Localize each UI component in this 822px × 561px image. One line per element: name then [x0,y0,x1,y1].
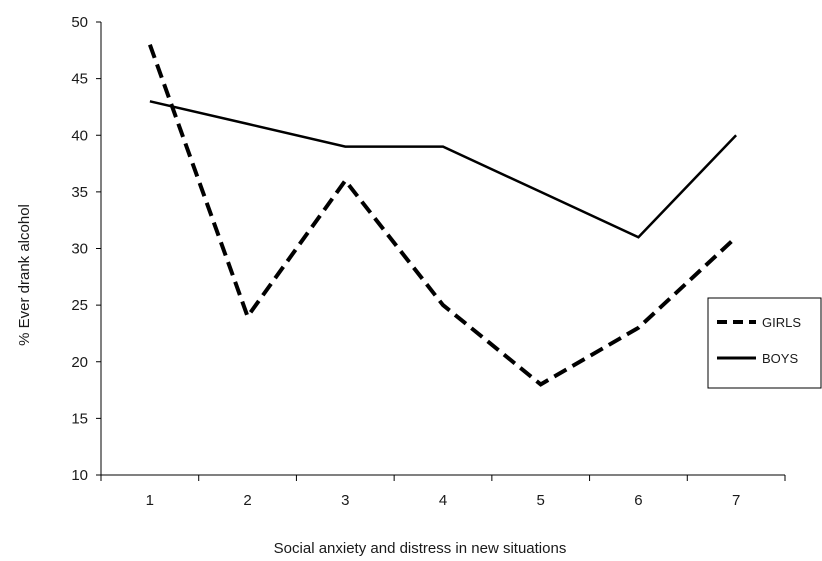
y-tick-label: 20 [71,354,88,371]
y-tick-label: 50 [71,14,88,31]
x-tick-label: 2 [243,492,251,509]
x-tick-label: 1 [146,492,154,509]
legend: GIRLS BOYS [707,297,822,389]
y-axis: 10 15 20 25 30 35 40 45 50 [71,14,102,484]
series-lines [148,44,738,387]
x-tick-label: 4 [439,492,447,509]
y-tick-label: 10 [71,467,88,484]
x-tick-label: 6 [634,492,642,509]
legend-box [707,297,822,389]
x-tick-label: 7 [732,492,740,509]
y-tick-label: 25 [71,297,88,314]
y-axis-title: % Ever drank alcohol [16,204,33,346]
legend-label-boys: BOYS [762,351,798,366]
x-axis-title: Social anxiety and distress in new situa… [274,540,567,557]
legend-label-girls: GIRLS [762,315,801,330]
series-line-girls [148,44,738,387]
y-tick-label: 45 [71,71,88,88]
y-tick-label: 30 [71,241,88,258]
x-tick-label: 5 [537,492,545,509]
y-tick-label: 40 [71,127,88,144]
y-tick-label: 15 [71,410,88,427]
x-tick-label: 3 [341,492,349,509]
series-line-boys [149,100,738,239]
x-axis: 1 2 3 4 5 6 7 [100,474,786,509]
y-tick-label: 35 [71,184,88,201]
